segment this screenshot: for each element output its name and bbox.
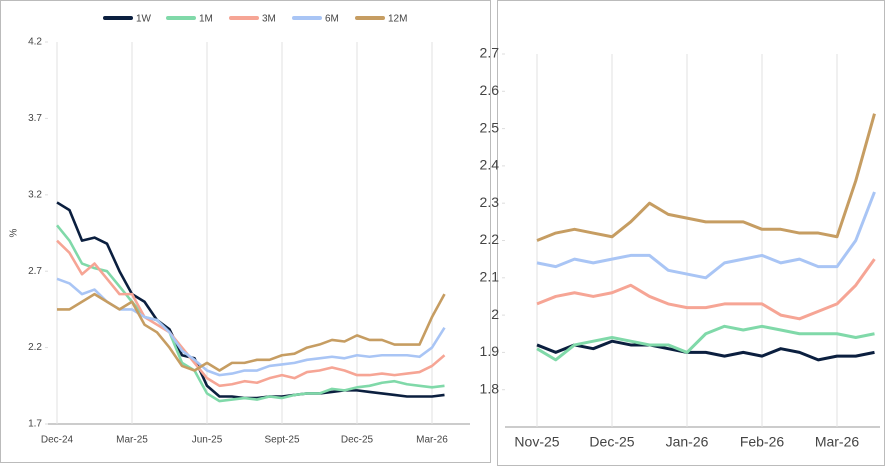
line-series bbox=[536, 324, 875, 362]
x-tick-label: Mar-25 bbox=[116, 435, 148, 446]
y-axis-label: % bbox=[9, 228, 20, 237]
y-tick-label: 3.7 bbox=[28, 113, 42, 124]
legend-label: 3M bbox=[262, 14, 276, 25]
y-tick-label: 2.2 bbox=[28, 342, 42, 353]
y-tick-label: 3.2 bbox=[28, 189, 42, 200]
y-tick-label: 2.5 bbox=[480, 119, 500, 135]
line-series bbox=[56, 201, 445, 400]
line-series bbox=[536, 258, 876, 321]
y-tick-label: 4.2 bbox=[28, 37, 42, 48]
legend-label: 6M bbox=[325, 14, 339, 25]
x-tick-label: Nov-25 bbox=[514, 434, 559, 450]
x-tick-label: Sept-25 bbox=[264, 435, 299, 446]
line-series bbox=[57, 292, 446, 372]
y-tick-label: 1.8 bbox=[480, 380, 500, 396]
y-tick-label: 1.9 bbox=[480, 343, 500, 359]
x-tick-label: Dec-25 bbox=[341, 435, 374, 446]
legend-label: 1W bbox=[136, 14, 152, 25]
line-series bbox=[56, 239, 446, 388]
x-tick-label: Feb-26 bbox=[740, 434, 785, 450]
x-tick-label: Mar-26 bbox=[815, 434, 860, 450]
y-tick-label: 2.2 bbox=[480, 231, 500, 247]
x-tick-label: Dec-25 bbox=[589, 434, 634, 450]
line-series bbox=[55, 224, 445, 403]
x-tick-label: Dec-24 bbox=[41, 435, 74, 446]
line-series bbox=[536, 113, 876, 242]
y-tick-label: 2.7 bbox=[28, 266, 42, 277]
legend-label: 12M bbox=[388, 14, 407, 25]
x-tick-label: Mar-26 bbox=[416, 435, 448, 446]
y-tick-label: 2.6 bbox=[480, 82, 500, 98]
x-tick-label: Jun-25 bbox=[192, 435, 223, 446]
x-tick-label: Jan-26 bbox=[666, 434, 709, 450]
line-series bbox=[536, 191, 876, 280]
left-panel bbox=[0, 0, 491, 463]
line-series bbox=[536, 339, 875, 362]
y-tick-label: 1.7 bbox=[28, 419, 42, 430]
legend-label: 1M bbox=[199, 14, 213, 25]
y-tick-label: 2.3 bbox=[480, 194, 500, 210]
y-tick-label: 2.1 bbox=[480, 269, 500, 285]
y-tick-label: 2 bbox=[491, 306, 499, 322]
y-tick-label: 2.4 bbox=[480, 157, 500, 173]
y-tick-label: 2.7 bbox=[480, 45, 500, 61]
